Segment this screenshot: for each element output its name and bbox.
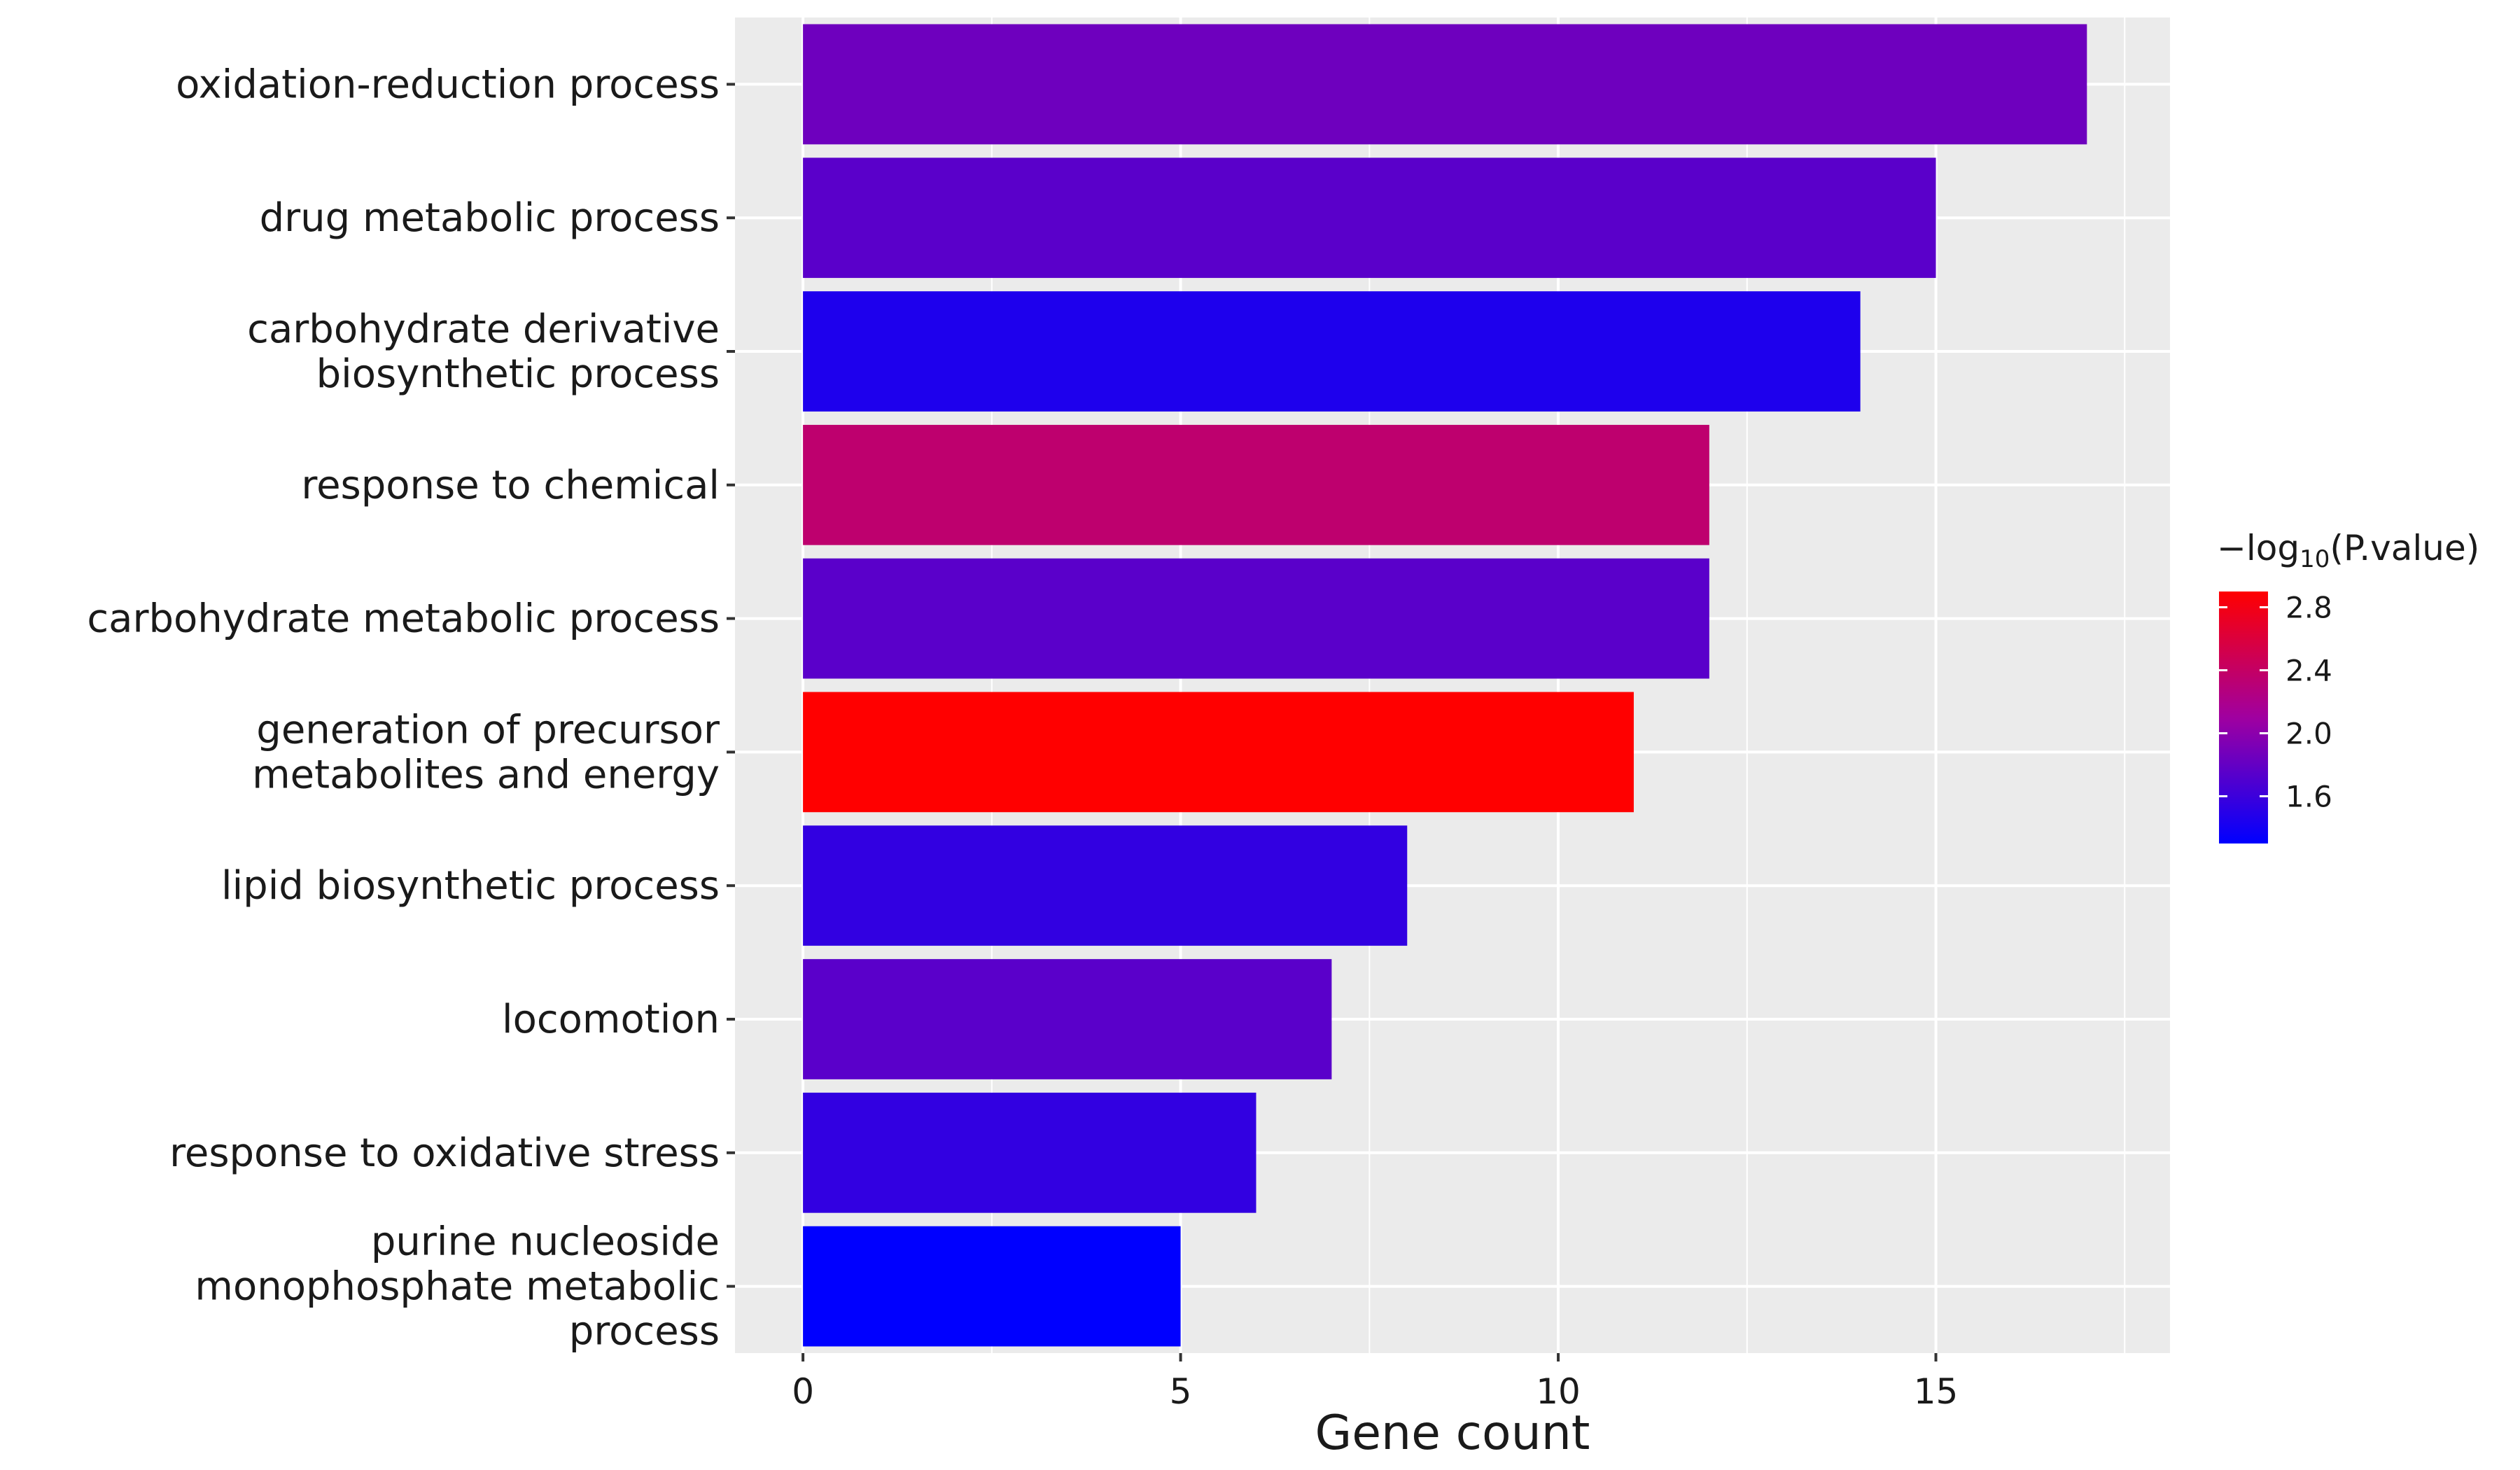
y-tick-label-line: locomotion: [502, 997, 720, 1042]
legend-title-suffix: (P.value): [2330, 528, 2479, 568]
legend-tick-label: 1.6: [2286, 780, 2332, 814]
bar: [803, 291, 1861, 412]
x-axis-title: Gene count: [1315, 1406, 1590, 1461]
y-axis: oxidation-reduction process drug metaboli…: [87, 62, 735, 1354]
bar: [803, 1226, 1181, 1347]
y-tick-label-line: biosynthetic process: [316, 351, 720, 397]
y-tick-label: oxidation-reduction process: [176, 62, 720, 107]
y-tick-label: locomotion: [502, 997, 720, 1042]
legend-ticks: 1.6 2.0 2.4 2.8: [2219, 591, 2332, 814]
y-tick-label: generation of precursor metabolites and e…: [252, 707, 720, 797]
y-tick-label: response to oxidative stress: [169, 1130, 720, 1176]
bar: [803, 825, 1408, 946]
y-tick-label-line: purine nucleoside: [371, 1219, 720, 1265]
y-tick-label: carbohydrate metabolic process: [87, 596, 720, 642]
y-tick-label: response to chemical: [301, 463, 720, 508]
bar: [803, 158, 1936, 279]
legend-tick-label: 2.4: [2286, 654, 2332, 688]
legend-tick-label: 2.0: [2286, 717, 2332, 751]
y-tick-label-line: carbohydrate metabolic process: [87, 596, 720, 642]
y-tick-label-line: metabolites and energy: [252, 752, 720, 797]
bar: [803, 424, 1709, 545]
legend-title: −log10(P.value): [2217, 528, 2479, 573]
legend-tick-label: 2.8: [2286, 591, 2332, 625]
y-tick-label-line: carbohydrate derivative: [247, 307, 720, 352]
legend-title-subscript: 10: [2300, 545, 2330, 573]
x-axis: 0 5 10 15: [792, 1353, 1958, 1412]
bar: [803, 24, 2087, 145]
x-tick-label: 15: [1914, 1371, 1959, 1412]
x-tick-label: 5: [1170, 1371, 1192, 1412]
bar: [803, 692, 1634, 813]
x-tick-label: 10: [1536, 1371, 1581, 1412]
y-tick-label: carbohydrate derivative biosynthetic proc…: [247, 307, 720, 397]
x-tick-label: 0: [792, 1371, 814, 1412]
legend-colorbar: [2219, 592, 2268, 844]
y-tick-label-line: response to chemical: [301, 463, 720, 508]
y-tick-label-line: response to oxidative stress: [169, 1130, 720, 1176]
y-tick-label-line: monophosphate metabolic: [195, 1264, 720, 1310]
y-tick-label-line: drug metabolic process: [260, 195, 720, 241]
y-tick-label-line: generation of precursor: [256, 707, 720, 752]
bar: [803, 558, 1709, 679]
color-legend: −log10(P.value) 1.6 2.0 2.4 2.8: [2217, 528, 2479, 844]
bar: [803, 1092, 1256, 1213]
y-tick-label: lipid biosynthetic process: [221, 863, 720, 909]
y-tick-label: drug metabolic process: [260, 195, 720, 241]
bars: [803, 24, 2087, 1347]
y-tick-label-line: oxidation-reduction process: [176, 62, 720, 107]
bar: [803, 959, 1332, 1079]
legend-title-prefix: −log: [2217, 528, 2300, 568]
y-tick-label-line: process: [569, 1309, 720, 1354]
y-tick-label: purine nucleoside monophosphate metabolic…: [195, 1219, 720, 1354]
y-tick-label-line: lipid biosynthetic process: [221, 863, 720, 909]
